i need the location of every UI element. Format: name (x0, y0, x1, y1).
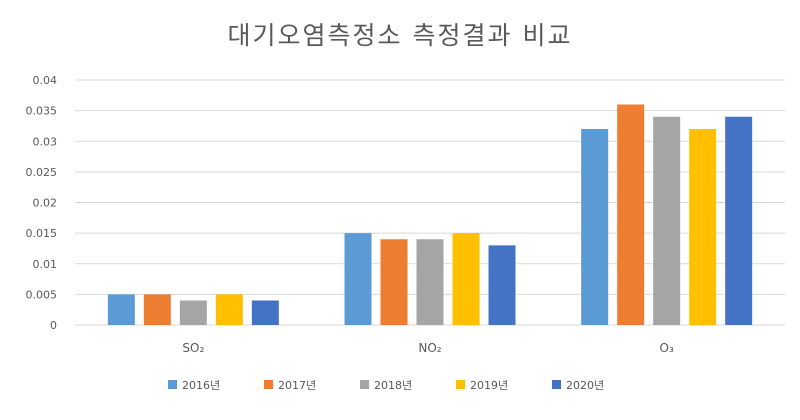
bar (107, 294, 135, 325)
y-tick-label: 0.04 (33, 74, 58, 87)
x-tick-label: SO₂ (182, 341, 204, 355)
legend-swatch (552, 380, 561, 389)
y-tick-label: 0.015 (26, 227, 58, 240)
y-tick-label: 0.02 (33, 197, 58, 210)
y-tick-label: 0 (50, 319, 57, 332)
bars (107, 104, 753, 325)
bar (488, 245, 516, 325)
x-axis-labels: SO₂ NO₂ O₃ (182, 341, 674, 355)
legend-label: 2016년 (182, 379, 220, 392)
legend-label: 2019년 (470, 379, 508, 392)
y-tick-label: 0.01 (33, 258, 58, 271)
bar (251, 300, 279, 325)
legend-swatch (168, 380, 177, 389)
legend-swatch (456, 380, 465, 389)
bar (581, 129, 609, 325)
bar (416, 239, 444, 325)
y-tick-label: 0.025 (26, 166, 58, 179)
y-tick-label: 0.005 (26, 288, 58, 301)
legend-swatch (360, 380, 369, 389)
legend: 2016년 2017년 2018년 2019년 2020년 (168, 379, 604, 392)
legend-label: 2017년 (278, 379, 316, 392)
bar (143, 294, 171, 325)
chart-title: 대기오염측정소 측정결과 비교 (227, 21, 573, 50)
legend-label: 2018년 (374, 379, 412, 392)
bar (452, 233, 480, 325)
y-axis-ticks: 0 0.005 0.01 0.015 0.02 0.025 0.03 0.035 0.04 (26, 74, 58, 332)
bar (725, 116, 753, 325)
legend-swatch (264, 380, 273, 389)
bar (617, 104, 645, 325)
bar (653, 116, 681, 325)
legend-label: 2020년 (566, 379, 604, 392)
bar (689, 129, 717, 325)
x-tick-label: NO₂ (418, 341, 441, 355)
bar (344, 233, 372, 325)
y-tick-label: 0.03 (33, 135, 58, 148)
bar (179, 300, 207, 325)
bar (380, 239, 408, 325)
x-tick-label: O₃ (660, 341, 674, 355)
bar (215, 294, 243, 325)
y-tick-label: 0.035 (26, 105, 58, 118)
